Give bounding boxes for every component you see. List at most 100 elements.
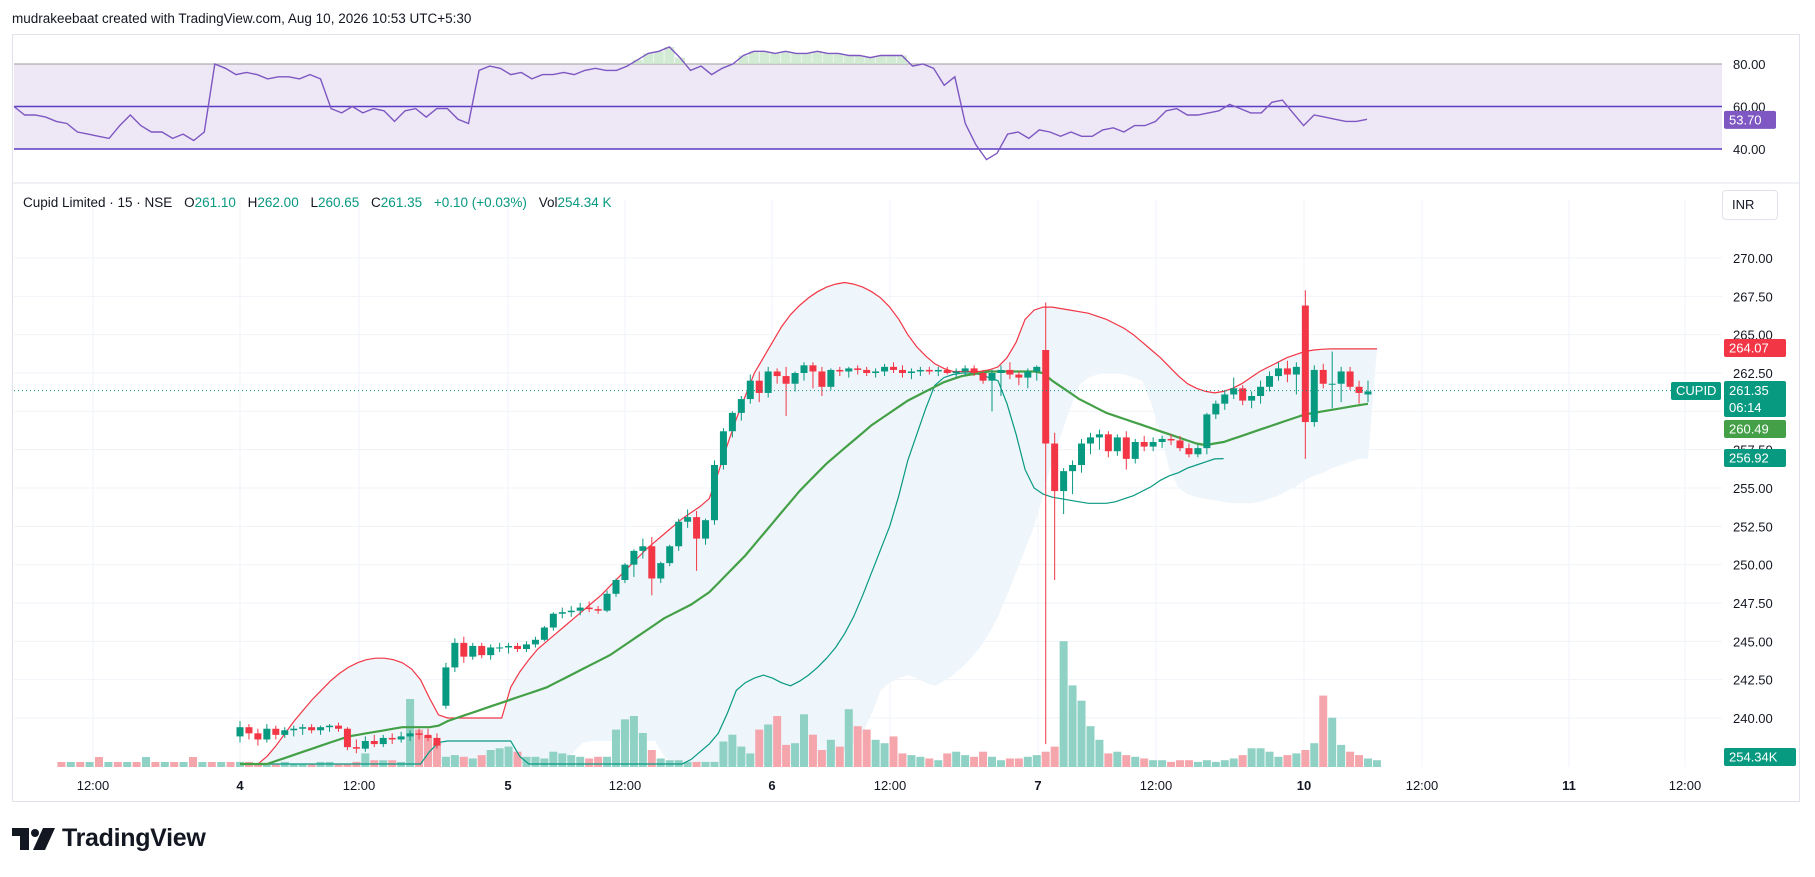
- volume-bar: [271, 763, 280, 767]
- candle-body: [702, 520, 710, 539]
- rsi-pane[interactable]: 80.00 60.00 40.00 53.70: [0, 0, 1815, 190]
- candle-body: [460, 642, 468, 657]
- volume-bar: [1355, 755, 1364, 767]
- candle-body: [666, 546, 674, 564]
- candle-body: [1104, 434, 1112, 452]
- candle-body: [1230, 388, 1238, 395]
- time-tick-label: 12:00: [77, 778, 110, 793]
- candle-body: [1051, 443, 1059, 492]
- candle-body: [1149, 442, 1157, 447]
- rsi-tick-label: 80.00: [1733, 57, 1766, 72]
- volume-price-label-bg: [1724, 748, 1796, 766]
- volume-bar: [853, 726, 862, 767]
- candle-body: [1078, 443, 1086, 465]
- volume-bar: [835, 746, 844, 767]
- candle-body: [970, 368, 978, 373]
- volume-bar: [486, 750, 495, 767]
- volume-bar: [85, 762, 94, 767]
- candle-body: [1185, 448, 1193, 455]
- candle-body: [361, 741, 369, 749]
- volume-bar: [1131, 756, 1140, 767]
- tradingview-logo[interactable]: TradingView: [12, 824, 206, 853]
- candle-body: [1328, 383, 1336, 385]
- time-tick-label: 4: [236, 778, 244, 793]
- open-label: O: [184, 195, 195, 210]
- volume-bar: [1176, 760, 1184, 767]
- low-label: L: [310, 195, 318, 210]
- change-value: +0.10 (+0.03%): [433, 195, 527, 210]
- candle-body: [272, 728, 280, 735]
- candle-body: [1095, 434, 1103, 438]
- volume-bar: [1041, 751, 1050, 767]
- volume-bar: [567, 755, 576, 767]
- chart-header: mudrakeebaat created with TradingView.co…: [12, 11, 472, 26]
- volume-bar: [764, 724, 773, 767]
- candle-body: [245, 727, 253, 734]
- candle-body: [1140, 442, 1148, 447]
- candle-body: [254, 733, 262, 740]
- volume-bar: [104, 762, 113, 767]
- candle-body: [388, 737, 396, 740]
- symbol-tag: CUPID: [1676, 383, 1716, 398]
- candle-body: [881, 366, 889, 372]
- candle-body: [1167, 438, 1175, 441]
- volume-bar: [1149, 760, 1158, 767]
- candle-body: [693, 517, 701, 539]
- volume-bar: [1140, 758, 1149, 767]
- candle-body: [433, 737, 441, 746]
- candle-body: [505, 645, 513, 648]
- volume-bar: [76, 762, 85, 767]
- candle-body: [943, 369, 951, 373]
- volume-bar: [728, 734, 737, 767]
- last-price-label-bg: [1724, 381, 1786, 417]
- volume-bar: [1202, 760, 1211, 767]
- price-tick-label: 247.50: [1733, 596, 1773, 611]
- time-tick-label: 10: [1297, 778, 1311, 793]
- volume-bar: [343, 763, 352, 767]
- bb-upper-price-label-bg: [1724, 339, 1786, 357]
- time-tick-label: 7: [1034, 778, 1041, 793]
- volume-bar: [424, 736, 432, 767]
- candle-body: [854, 368, 862, 370]
- volume-bar: [1310, 743, 1319, 767]
- candle-body: [1203, 414, 1211, 449]
- volume-bar: [996, 760, 1005, 767]
- volume-bar: [217, 762, 226, 767]
- price-tick-label: 270.00: [1733, 251, 1773, 266]
- candle-body: [290, 728, 298, 731]
- volume-bar: [441, 756, 450, 767]
- volume-bar: [970, 756, 979, 767]
- volume-bar: [952, 751, 961, 767]
- candle-body: [845, 368, 853, 372]
- currency-button[interactable]: INR: [1722, 190, 1778, 220]
- candle-body: [1194, 448, 1202, 455]
- volume-bar: [746, 753, 755, 767]
- volume-bar: [629, 716, 638, 767]
- candle-body: [934, 369, 942, 372]
- candle-body: [764, 371, 772, 393]
- volume-bar: [1167, 761, 1176, 767]
- rsi-tick-label: 40.00: [1733, 142, 1766, 157]
- chart-frame: [12, 34, 1800, 802]
- volume-bar: [1032, 755, 1041, 767]
- candle-body: [746, 380, 754, 400]
- last-price-label: 261.35: [1729, 383, 1769, 398]
- volume-bar: [1229, 758, 1238, 767]
- volume-bar: [207, 762, 216, 767]
- volume-bar: [782, 744, 791, 767]
- volume-bar: [198, 762, 207, 767]
- volume-bar: [179, 762, 188, 767]
- symbol-legend[interactable]: Cupid Limited · 15 · NSE O261.10 H262.00…: [23, 195, 612, 210]
- volume-bar: [1050, 746, 1059, 767]
- volume-bar: [737, 746, 746, 767]
- candle-body: [657, 563, 665, 579]
- volume-bar: [862, 729, 871, 767]
- volume-bar: [468, 758, 477, 767]
- candle-body: [684, 517, 692, 522]
- time-tick-label: 12:00: [609, 778, 642, 793]
- price-tick-label: 250.00: [1733, 558, 1773, 573]
- candle-body: [424, 734, 432, 738]
- candle-body: [1337, 371, 1345, 384]
- candle-body: [1069, 465, 1077, 472]
